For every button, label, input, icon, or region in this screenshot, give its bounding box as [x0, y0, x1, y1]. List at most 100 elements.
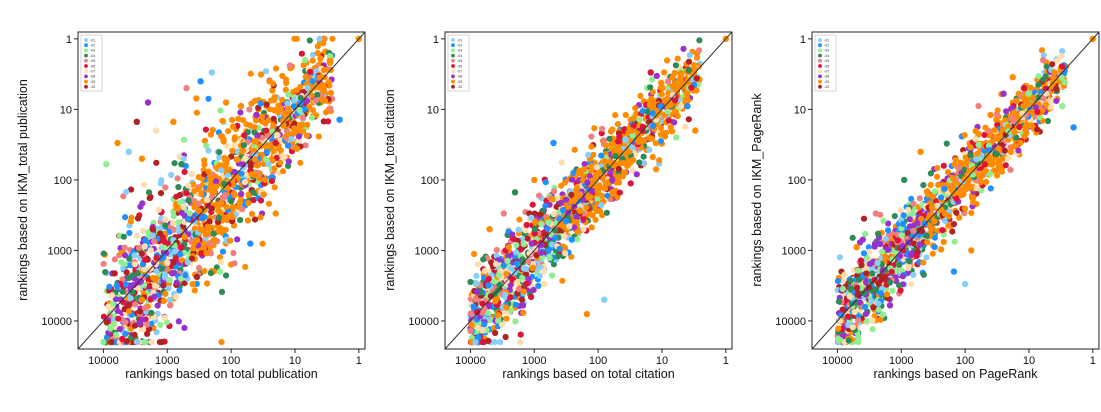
data-point: [259, 240, 266, 247]
legend-marker: [451, 79, 455, 84]
data-point: [849, 234, 856, 241]
data-point: [558, 159, 565, 166]
data-point: [529, 265, 536, 272]
data-point: [975, 171, 982, 178]
data-point: [558, 182, 565, 189]
legend-marker: [451, 43, 455, 48]
data-point: [116, 326, 124, 333]
data-point: [203, 250, 210, 257]
data-point: [218, 133, 225, 140]
data-point: [874, 259, 881, 267]
data-point: [162, 222, 169, 229]
data-point: [142, 339, 149, 346]
data-point: [142, 256, 149, 263]
legend-label: -08: [824, 75, 829, 79]
data-point: [160, 253, 167, 260]
data-point: [591, 125, 598, 132]
data-point: [131, 331, 138, 338]
data-point: [271, 165, 278, 172]
data-point: [153, 254, 160, 261]
data-point: [983, 178, 990, 185]
data-point: [573, 214, 580, 221]
data-point: [1059, 63, 1066, 70]
data-point: [594, 188, 601, 195]
data-point: [1014, 114, 1022, 121]
data-point: [844, 313, 851, 320]
data-point: [967, 152, 974, 159]
y-tick-label: 10: [794, 104, 806, 116]
data-point: [640, 153, 647, 160]
data-point: [873, 286, 880, 293]
data-point: [161, 314, 168, 321]
data-point: [218, 288, 226, 295]
data-point: [155, 206, 162, 213]
data-point: [520, 309, 527, 316]
data-point: [910, 271, 917, 278]
data-point: [858, 261, 865, 269]
data-point: [520, 288, 527, 295]
data-point: [1054, 57, 1061, 64]
legend-label: -09: [90, 80, 95, 84]
data-point: [920, 271, 927, 278]
legend-label: -08: [457, 75, 462, 79]
data-point: [198, 191, 205, 198]
data-point: [664, 108, 671, 115]
legend-marker: [451, 69, 455, 74]
data-point: [325, 118, 332, 125]
data-point: [840, 332, 847, 339]
y-tick-label: 1: [66, 34, 72, 46]
data-point: [849, 324, 856, 331]
data-point: [888, 268, 895, 275]
data-point: [151, 238, 158, 245]
data-point: [525, 258, 532, 265]
data-point: [205, 168, 212, 175]
data-point: [148, 309, 155, 316]
data-point: [245, 199, 252, 207]
data-point: [853, 284, 861, 292]
data-point: [860, 215, 868, 222]
data-point: [281, 111, 288, 118]
data-point: [234, 236, 241, 243]
data-point: [592, 216, 599, 223]
data-point: [619, 159, 626, 167]
data-point: [237, 216, 244, 224]
data-point: [975, 130, 983, 138]
data-point: [221, 180, 228, 188]
data-point: [193, 109, 200, 116]
data-point: [156, 339, 163, 346]
data-point: [897, 287, 904, 294]
data-point: [297, 94, 304, 101]
data-point: [149, 232, 157, 239]
data-point: [557, 199, 564, 206]
highlight-point: [144, 99, 152, 106]
data-point: [295, 133, 303, 140]
data-point: [570, 169, 577, 176]
data-point: [906, 216, 913, 223]
x-tick-label: 10: [1023, 355, 1035, 367]
data-point: [119, 288, 126, 295]
data-point: [899, 273, 906, 280]
data-point: [122, 252, 129, 259]
data-point: [905, 265, 912, 272]
data-point: [231, 260, 238, 267]
highlight-point: [164, 259, 171, 266]
data-point: [869, 317, 876, 324]
data-point: [252, 156, 259, 163]
legend-marker: [84, 43, 88, 48]
data-point: [485, 275, 492, 282]
data-point: [909, 250, 916, 257]
legend-marker: [451, 58, 455, 63]
data-point: [180, 136, 188, 143]
y-tick-label: 10000: [775, 316, 806, 328]
data-point: [234, 156, 241, 163]
legend-marker: [84, 48, 88, 53]
data-point: [652, 140, 659, 147]
data-point: [233, 148, 241, 155]
data-point: [622, 111, 629, 119]
data-point: [216, 149, 223, 156]
data-point: [614, 121, 621, 128]
data-point: [522, 227, 529, 234]
highlight-point: [197, 78, 204, 85]
data-point: [135, 285, 142, 292]
highlight-point: [1000, 90, 1007, 97]
